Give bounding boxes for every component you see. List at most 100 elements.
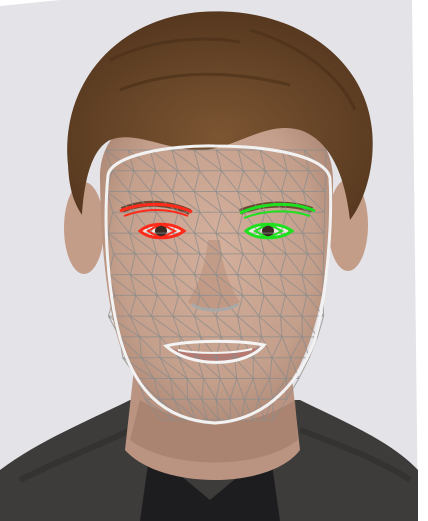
mesh-edge xyxy=(215,295,222,317)
mesh-edge xyxy=(135,295,152,317)
mesh-edge xyxy=(215,149,222,171)
mesh-edge xyxy=(237,316,242,338)
mesh-edge xyxy=(280,315,303,338)
mesh-edge xyxy=(215,399,220,421)
mesh-edge xyxy=(186,378,203,400)
mesh-edge xyxy=(285,295,303,317)
mesh-edge xyxy=(280,274,308,296)
mesh-edge xyxy=(229,378,238,400)
mesh-edge xyxy=(149,149,178,172)
mesh-edge xyxy=(186,378,189,400)
mesh-edge xyxy=(259,170,266,192)
mesh-edge xyxy=(151,274,158,296)
mesh-edge xyxy=(215,191,222,213)
mesh-edge xyxy=(280,212,288,234)
mesh-edge xyxy=(113,253,131,275)
mesh-edge xyxy=(177,170,195,192)
mesh-edge xyxy=(286,170,304,192)
mouth-tracking xyxy=(162,339,267,364)
mesh-edge xyxy=(215,253,222,275)
mesh-edge xyxy=(219,378,231,400)
mesh-edge xyxy=(119,336,142,359)
mesh-edge xyxy=(258,274,286,296)
mesh-edge xyxy=(237,149,266,172)
mesh-edge xyxy=(302,191,325,213)
mesh-edge xyxy=(302,232,309,254)
mesh-edge xyxy=(258,295,265,317)
mesh-edge xyxy=(159,357,171,379)
mesh-edge xyxy=(281,336,292,358)
mesh-edge xyxy=(180,336,198,359)
mesh-edge xyxy=(252,378,259,400)
mesh-edge xyxy=(194,316,202,338)
mesh-edge xyxy=(199,253,217,275)
mesh-edge xyxy=(301,253,309,275)
mesh-edge xyxy=(236,378,245,400)
left-iris xyxy=(155,225,167,237)
mesh-edge xyxy=(178,295,195,317)
mesh-edge xyxy=(237,232,244,254)
mesh-edge xyxy=(308,170,326,192)
mesh-edge xyxy=(193,212,201,234)
mesh-edge xyxy=(144,398,163,421)
mesh-edge xyxy=(169,378,175,400)
mesh-edge xyxy=(172,232,201,255)
mesh-edge xyxy=(203,378,217,400)
mesh-edge xyxy=(172,274,201,296)
mesh-edge xyxy=(171,170,179,192)
mesh-edge xyxy=(172,253,179,275)
right-eyebrow-line xyxy=(239,202,316,215)
mesh-edge xyxy=(215,170,222,192)
right-eyebrow-line-lower xyxy=(243,210,311,219)
hair-strands xyxy=(109,28,357,111)
mesh-edge xyxy=(301,274,308,296)
mesh-edge xyxy=(194,274,222,296)
neck-shadow xyxy=(130,400,298,463)
mesh-edge xyxy=(242,295,260,317)
mesh-edge xyxy=(302,232,325,255)
mesh-edge xyxy=(187,398,208,421)
mesh-edge xyxy=(237,274,265,296)
mesh-edge xyxy=(279,274,286,296)
mesh-edge xyxy=(261,336,273,358)
mesh-edge xyxy=(215,212,222,234)
mesh-edge xyxy=(272,378,287,400)
mesh-edge xyxy=(151,315,181,338)
mesh-edge xyxy=(285,253,303,275)
mesh-edge xyxy=(259,191,266,213)
mesh-edge xyxy=(271,357,287,379)
mesh-edge xyxy=(141,357,171,379)
mesh-edge xyxy=(199,295,217,317)
mesh-edge xyxy=(107,232,115,254)
mesh-edge xyxy=(187,399,197,421)
mesh-edge xyxy=(107,212,114,234)
mesh-edge xyxy=(133,170,151,192)
mesh-edge xyxy=(236,274,244,296)
mesh-edge xyxy=(177,253,195,275)
mesh-edge xyxy=(128,232,136,254)
mesh-edge xyxy=(258,316,263,337)
mesh-edge xyxy=(112,211,130,234)
mesh-edge xyxy=(301,274,324,296)
mesh-edge xyxy=(151,253,158,275)
mesh-edge xyxy=(128,191,136,213)
mesh-edge xyxy=(172,315,202,338)
mesh-edge xyxy=(194,315,222,338)
mesh-edge xyxy=(264,253,281,275)
mesh-edge xyxy=(150,295,158,317)
mesh-edge xyxy=(237,232,265,255)
mesh-edge xyxy=(156,253,174,275)
mesh-edge xyxy=(129,295,137,317)
mesh-edge xyxy=(237,191,266,213)
mesh-edge xyxy=(171,149,200,172)
mesh-edge xyxy=(220,295,238,317)
mesh-edge xyxy=(129,232,158,255)
mesh-edge xyxy=(243,399,254,421)
mesh-edge xyxy=(140,357,155,379)
mesh-edge xyxy=(215,149,244,172)
mesh-edge xyxy=(272,398,288,421)
mesh-edge xyxy=(111,170,130,192)
mesh-edge xyxy=(139,336,161,359)
mesh-edge xyxy=(215,315,242,338)
mesh-edge xyxy=(153,378,174,400)
